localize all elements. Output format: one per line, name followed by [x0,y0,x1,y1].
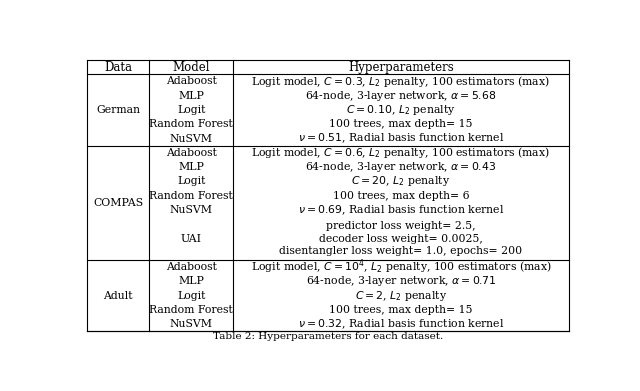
Text: MLP: MLP [178,162,204,172]
Text: Logit: Logit [177,105,205,115]
Text: predictor loss weight= 2.5,
decoder loss weight= 0.0025,
disentangler loss weigh: predictor loss weight= 2.5, decoder loss… [279,221,522,256]
Text: MLP: MLP [178,276,204,287]
Text: 64-node, 3-layer network, $\alpha = 0.43$: 64-node, 3-layer network, $\alpha = 0.43… [305,160,497,174]
Text: Adaboost: Adaboost [166,262,216,272]
Text: Logit: Logit [177,176,205,187]
Text: Model: Model [172,61,210,74]
Text: Adaboost: Adaboost [166,148,216,158]
Text: German: German [96,105,140,115]
Text: 100 trees, max depth= 6: 100 trees, max depth= 6 [333,191,469,201]
Text: Logit model, $C = 0.6$, $L_2$ penalty, 100 estimators (max): Logit model, $C = 0.6$, $L_2$ penalty, 1… [252,145,550,160]
Text: Logit model, $C = 0.3$, $L_2$ penalty, 100 estimators (max): Logit model, $C = 0.3$, $L_2$ penalty, 1… [252,74,550,89]
Text: $C = 0.10$, $L_2$ penalty: $C = 0.10$, $L_2$ penalty [346,103,456,117]
Text: Hyperparameters: Hyperparameters [348,61,454,74]
Text: NuSVM: NuSVM [170,205,212,215]
Text: 100 trees, max depth= 15: 100 trees, max depth= 15 [329,305,472,315]
Text: 64-node, 3-layer network, $\alpha = 0.71$: 64-node, 3-layer network, $\alpha = 0.71… [306,274,496,289]
Text: Logit model, $C = 10^4$, $L_2$ penalty, 100 estimators (max): Logit model, $C = 10^4$, $L_2$ penalty, … [250,258,551,276]
Text: $C = 20$, $L_2$ penalty: $C = 20$, $L_2$ penalty [351,174,451,188]
Text: 64-node, 3-layer network, $\alpha = 5.68$: 64-node, 3-layer network, $\alpha = 5.68… [305,89,497,103]
Text: Adaboost: Adaboost [166,77,216,86]
Text: NuSVM: NuSVM [170,319,212,329]
Text: $\nu = 0.51$, Radial basis function kernel: $\nu = 0.51$, Radial basis function kern… [298,132,504,145]
Text: MLP: MLP [178,91,204,101]
Text: Random Forest: Random Forest [149,305,233,315]
Text: $\nu = 0.32$, Radial basis function kernel: $\nu = 0.32$, Radial basis function kern… [298,317,504,331]
Text: Data: Data [104,61,132,74]
Text: 100 trees, max depth= 15: 100 trees, max depth= 15 [329,119,472,129]
Text: Random Forest: Random Forest [149,119,233,129]
Text: $\nu = 0.69$, Radial basis function kernel: $\nu = 0.69$, Radial basis function kern… [298,203,504,217]
Text: Logit: Logit [177,291,205,301]
Text: COMPAS: COMPAS [93,198,143,208]
Text: UAI: UAI [180,233,202,244]
Text: $C = 2$, $L_2$ penalty: $C = 2$, $L_2$ penalty [355,289,447,303]
Text: Random Forest: Random Forest [149,191,233,201]
Text: NuSVM: NuSVM [170,134,212,143]
Text: Adult: Adult [104,291,133,301]
Text: Table 2: Hyperparameters for each dataset.: Table 2: Hyperparameters for each datase… [213,332,443,341]
